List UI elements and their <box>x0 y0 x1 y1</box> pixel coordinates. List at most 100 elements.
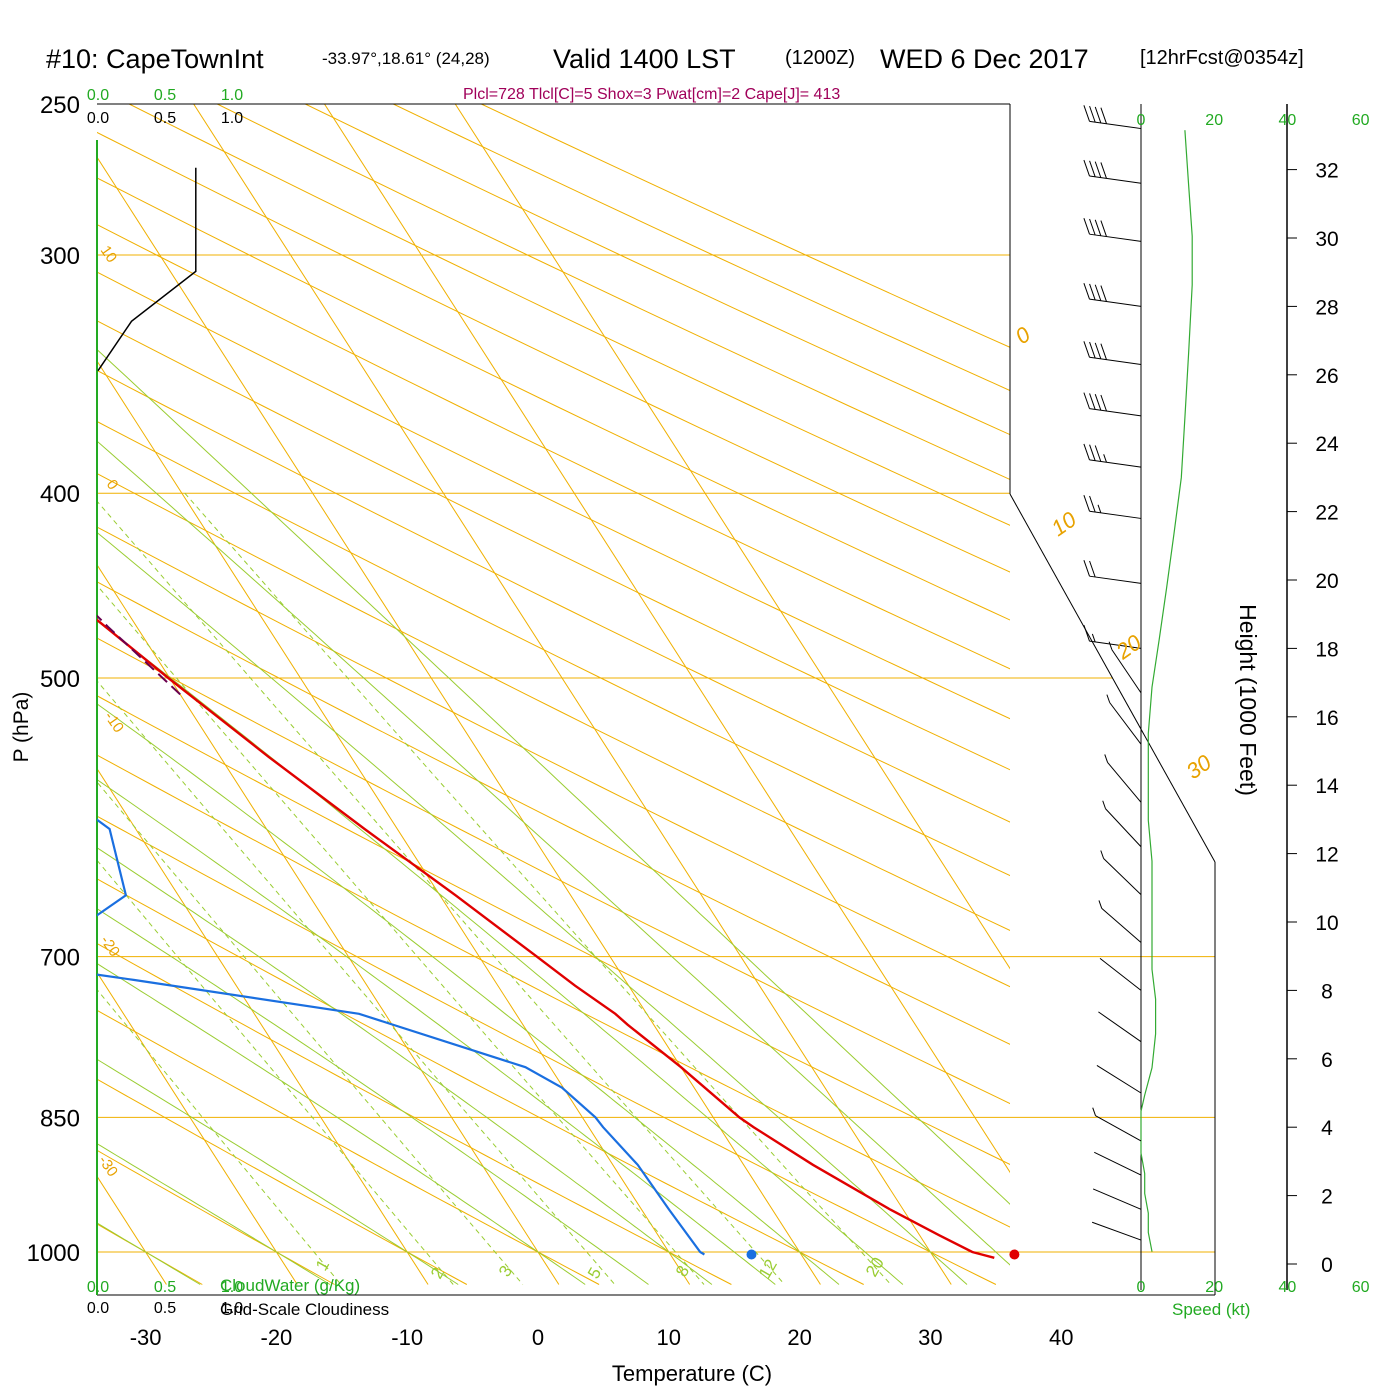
moist-adiabat-low-40 <box>1061 1252 1096 1285</box>
temperature-tick-label: -30 <box>130 1325 162 1350</box>
wind-barb-feather <box>1089 160 1096 178</box>
wind-barb-feather <box>1100 162 1107 179</box>
dry-adiabat-90 <box>97 473 1010 931</box>
dry-adiabat-180 <box>216 104 1010 481</box>
wind-barb-feather <box>1089 495 1096 513</box>
wind-barb-feather <box>1100 285 1107 302</box>
station-coords: -33.97°,18.61° (24,28) <box>322 49 490 68</box>
cloudwater-tick-bottom: 1.0 <box>221 1279 243 1296</box>
cloudiness-tick-top: 0.5 <box>154 110 176 127</box>
temperature-tick-label: 10 <box>657 1325 681 1350</box>
dry-adiabat-80 <box>97 526 1010 988</box>
mixing-ratio-label: 12 <box>755 1256 781 1282</box>
moist-adiabat-low--30 <box>145 1251 201 1285</box>
wind-barb-feather <box>1089 444 1096 461</box>
mixing-ratio-2 <box>97 859 454 1285</box>
speed-tick-label-bottom: 40 <box>1279 1279 1297 1296</box>
wind-barb-feather <box>1089 341 1096 359</box>
pressure-tick-label: 300 <box>40 243 80 270</box>
wind-barb-feather <box>1083 495 1090 512</box>
wind-barb-staff <box>1094 1151 1142 1176</box>
isotherm-label: 30 <box>1182 749 1217 784</box>
isotherm--30 <box>97 1175 167 1285</box>
parcel-line <box>97 614 181 696</box>
wind-barb-feather <box>1100 343 1107 360</box>
wind-barb-feather <box>1083 560 1090 577</box>
wind-barbs <box>1083 105 1142 1241</box>
wind-barb-feather <box>1100 220 1107 237</box>
wind-barb-staff <box>1103 858 1142 895</box>
moist-adiabat-15 <box>97 779 735 1253</box>
isotherm-40 <box>323 104 1010 1174</box>
isotherm-lines <box>97 104 1010 1285</box>
cloudwater-tick-bottom: 0.0 <box>87 1279 109 1296</box>
height-tick-label: 10 <box>1315 912 1338 935</box>
wind-barb-staff <box>1089 120 1142 130</box>
moist-adiabat-low-15 <box>733 1251 776 1285</box>
speed-tick-label-bottom: 60 <box>1352 1279 1370 1296</box>
dry-adiabat-lines <box>97 104 1010 1285</box>
dry-adiabat-140 <box>97 223 1010 670</box>
height-tick-label: 16 <box>1315 707 1338 730</box>
wind-barb-staff <box>1089 510 1142 519</box>
dry-adiabat-20 <box>97 878 864 1285</box>
moist-adiabat--10 <box>97 1058 408 1253</box>
dry-adiabat-0 <box>97 1009 600 1285</box>
cloudiness-tick-bottom: 0.5 <box>154 1300 176 1317</box>
wind-speed-line <box>1140 130 1193 1252</box>
wind-barb-staff <box>1105 808 1142 848</box>
wind-barb-feather <box>1083 105 1090 122</box>
speed-tick-label-top: 40 <box>1279 112 1297 129</box>
height-tick-label: 0 <box>1321 1254 1333 1277</box>
moist-adiabat-low--10 <box>406 1251 459 1285</box>
cloudiness-tick-bottom: 0.0 <box>87 1300 109 1317</box>
mixing-ratio-8 <box>97 584 705 1285</box>
height-tick-label: 2 <box>1321 1186 1333 1209</box>
wind-barb-feather <box>1094 284 1102 301</box>
moist-adiabat-25 <box>97 620 866 1253</box>
moist-adiabat-low-25 <box>864 1251 904 1285</box>
moist-adiabat-40 <box>97 348 1010 1205</box>
speed-tick-label-bottom: 0 <box>1137 1279 1146 1296</box>
dry-adiabat-170 <box>128 104 1010 526</box>
dry-adiabat-160 <box>97 131 1010 573</box>
wind-barb-staff <box>1091 1221 1142 1241</box>
wind-barb-feather <box>1083 392 1090 409</box>
pressure-tick-label: 1000 <box>27 1240 80 1267</box>
wind-barb-feather <box>1094 219 1102 236</box>
isotherm-20 <box>97 156 821 1285</box>
dry-adiabat-120 <box>97 320 1010 771</box>
pressure-tick-label: 500 <box>40 666 80 693</box>
moist-adiabat-low--20 <box>276 1251 331 1285</box>
left-isotherm-label: 0 <box>103 477 122 494</box>
pressure-tick-label: 250 <box>40 92 80 119</box>
cloudwater-tick-top: 1.0 <box>221 87 243 104</box>
temperature-tick-label: -10 <box>391 1325 423 1350</box>
mixing-ratio-lines <box>97 492 892 1285</box>
sounding-params: Plcl=728 Tlcl[C]=5 Shox=3 Pwat[cm]=2 Cap… <box>463 86 840 103</box>
temperature-tick-label: 30 <box>918 1325 942 1350</box>
dry-adiabat-70 <box>97 581 1010 1045</box>
moist-adiabat-low-10 <box>668 1251 713 1285</box>
valid-date: WED 6 Dec 2017 <box>880 44 1089 74</box>
wind-barb-staff <box>1095 1115 1142 1142</box>
wind-barb-staff <box>1101 908 1142 943</box>
x-axis-title: Temperature (C) <box>612 1361 772 1386</box>
wind-barb-feather <box>1083 159 1090 177</box>
wind-barb-feather <box>1104 754 1109 763</box>
wind-barb-feather <box>1100 850 1105 859</box>
isotherm-50 <box>454 104 1010 970</box>
moist-adiabat-lines <box>97 348 1096 1285</box>
wind-barb-staff <box>1096 1065 1142 1094</box>
temperature-tick-label: 20 <box>787 1325 811 1350</box>
moist-adiabat-low-30 <box>930 1251 968 1285</box>
height-tick-label: 28 <box>1315 296 1338 319</box>
height-tick-label: 24 <box>1315 433 1339 456</box>
height-tick-label: 4 <box>1321 1117 1333 1140</box>
cloudiness-tick-top: 0.0 <box>87 110 109 127</box>
temperature-line <box>97 618 995 1259</box>
sounding-series <box>97 614 995 1259</box>
height-tick-label: 6 <box>1321 1049 1333 1072</box>
wind-speed-series <box>1140 130 1193 1252</box>
height-tick-label: 30 <box>1315 228 1338 251</box>
